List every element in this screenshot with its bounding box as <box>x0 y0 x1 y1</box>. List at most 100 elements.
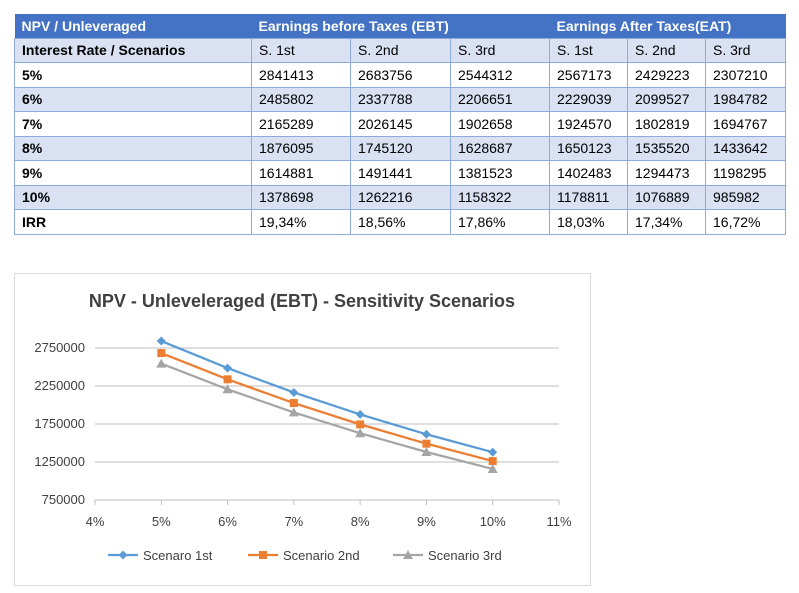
data-point <box>156 358 167 368</box>
table-body: 5% 2841413 2683756 2544312 2567173 2429223 230… <box>14 62 786 235</box>
table-title: NPV / Unleveraged <box>14 14 252 38</box>
table-cell: 16,72% <box>705 209 786 235</box>
table-row: 5% 2841413 2683756 2544312 2567173 2429223 230… <box>14 62 786 88</box>
data-point <box>157 349 166 358</box>
table-row: 10% 1378698 1262216 1158322 1178811 1076889 98… <box>14 184 786 210</box>
legend-marker <box>403 550 413 559</box>
group-header-ebt: Earnings before Taxes (EBT) <box>251 14 550 38</box>
table-cell: 1535520 <box>627 135 706 161</box>
legend-label: Scenaro 1st <box>143 548 213 563</box>
table-cell: 1158322 <box>450 184 550 210</box>
legend-marker <box>118 550 128 560</box>
row-label: 5% <box>14 62 252 88</box>
data-point <box>488 447 498 457</box>
series-line <box>160 340 494 454</box>
table-cell: 2544312 <box>450 62 550 88</box>
table-cell: 2229039 <box>549 86 628 112</box>
table-cell: 1614881 <box>251 160 351 186</box>
table-cell: 1984782 <box>705 86 786 112</box>
series-line <box>160 351 494 463</box>
table-cell: 1262216 <box>350 184 451 210</box>
legend-marker <box>259 551 267 559</box>
row-label: 7% <box>14 111 252 137</box>
table-cell: 1876095 <box>251 135 351 161</box>
data-point <box>223 363 233 373</box>
table-cell: 2841413 <box>251 62 351 88</box>
y-tick-label: 2750000 <box>34 340 85 355</box>
data-point <box>288 407 299 417</box>
table-cell: 19,34% <box>251 209 351 235</box>
legend-item: Scenario 3rd <box>393 548 502 563</box>
table-cell: 2165289 <box>251 111 351 137</box>
x-tick-label: 9% <box>417 514 436 529</box>
table-cell: 17,86% <box>450 209 550 235</box>
table-cell: 1694767 <box>705 111 786 137</box>
table-cell: 2485802 <box>251 86 351 112</box>
legend-item: Scenario 2nd <box>248 548 360 563</box>
y-tick-label: 750000 <box>42 492 85 507</box>
data-point <box>421 447 432 457</box>
y-tick-label: 1750000 <box>34 416 85 431</box>
row-label: 9% <box>14 160 252 186</box>
table-cell: 2307210 <box>705 62 786 88</box>
table-cell: 1924570 <box>549 111 628 137</box>
table-cell: 1802819 <box>627 111 706 137</box>
table-subheader-row: Interest Rate / Scenarios S. 1st S. 2nd … <box>14 37 786 63</box>
table-row: 9% 1614881 1491441 1381523 1402483 1294473 119… <box>14 160 786 186</box>
scenario-header: S. 3rd <box>450 37 550 63</box>
table-cell: 2099527 <box>627 86 706 112</box>
data-point <box>222 384 233 394</box>
series-2 <box>157 349 497 466</box>
row-label: 6% <box>14 86 252 112</box>
data-point <box>488 457 497 466</box>
row-label: 10% <box>14 184 252 210</box>
x-tick-label: 7% <box>284 514 303 529</box>
x-tick-label: 6% <box>218 514 237 529</box>
y-tick-label: 1250000 <box>34 454 85 469</box>
chart-title: NPV - Unleveleraged (EBT) - Sensitivity … <box>89 291 515 311</box>
series-3 <box>156 358 498 473</box>
data-point <box>156 336 166 346</box>
table-cell: 18,03% <box>549 209 628 235</box>
group-header-eat: Earnings After Taxes(EAT) <box>549 14 786 38</box>
data-point <box>487 463 498 473</box>
data-point <box>289 387 299 397</box>
scenario-header: S. 3rd <box>705 37 786 63</box>
data-point <box>223 375 232 384</box>
table-row: 8% 1876095 1745120 1628687 1650123 1535520 143… <box>14 135 786 161</box>
table-cell: 2567173 <box>549 62 628 88</box>
table-header-row: NPV / Unleveraged Earnings before Taxes … <box>14 14 786 38</box>
chart-area: NPV - Unleveleraged (EBT) - Sensitivity … <box>14 273 591 586</box>
table-cell: 1433642 <box>705 135 786 161</box>
table-cell: 1076889 <box>627 184 706 210</box>
table-cell: 2429223 <box>627 62 706 88</box>
x-tick-label: 8% <box>351 514 370 529</box>
data-point <box>356 420 365 429</box>
line-chart: NPV - Unleveleraged (EBT) - Sensitivity … <box>34 291 572 563</box>
legend-label: Scenario 3rd <box>428 548 502 563</box>
x-tick-label: 5% <box>152 514 171 529</box>
table-cell: 18,56% <box>350 209 451 235</box>
x-tick-label: 11% <box>546 514 571 529</box>
scenario-header: S. 1st <box>251 37 351 63</box>
table-cell: 985982 <box>705 184 786 210</box>
x-tick-label: 4% <box>86 514 105 529</box>
legend-item: Scenaro 1st <box>108 548 213 563</box>
series-line <box>160 362 493 471</box>
legend-label: Scenario 2nd <box>283 548 360 563</box>
table-cell: 1902658 <box>450 111 550 137</box>
table-cell: 2206651 <box>450 86 550 112</box>
table-cell: 1650123 <box>549 135 628 161</box>
table-cell: 2026145 <box>350 111 451 137</box>
table-cell: 1402483 <box>549 160 628 186</box>
data-point <box>422 439 431 448</box>
data-point <box>289 399 298 408</box>
table-cell: 1178811 <box>549 184 628 210</box>
table-cell: 17,34% <box>627 209 706 235</box>
table-cell: 1381523 <box>450 160 550 186</box>
table-cell: 1198295 <box>705 160 786 186</box>
table-cell: 2337788 <box>350 86 451 112</box>
row-label: IRR <box>14 209 252 235</box>
series-1 <box>156 336 498 457</box>
row-label: 8% <box>14 135 252 161</box>
